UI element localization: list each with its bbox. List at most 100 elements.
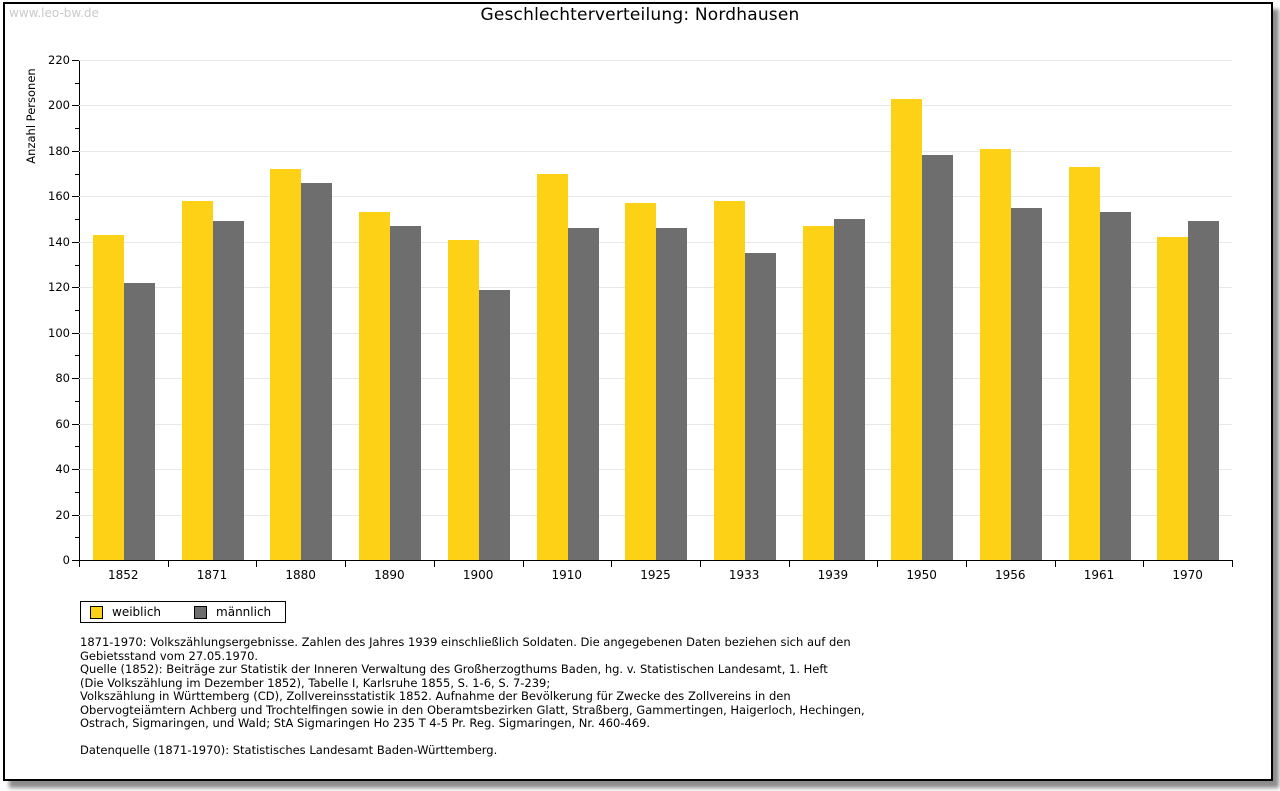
footer-line: Gebietsstand vom 27.05.1970. xyxy=(80,648,259,663)
y-minor-tick xyxy=(75,128,79,130)
x-tick-label: 1880 xyxy=(285,568,316,582)
bar-männlich-1933 xyxy=(744,253,776,560)
y-minor-tick xyxy=(75,400,79,402)
y-tick-label: 220 xyxy=(48,53,70,67)
x-tick xyxy=(699,561,701,567)
x-tick xyxy=(345,561,347,567)
bar-männlich-1890 xyxy=(390,225,422,560)
x-tick-label: 1871 xyxy=(196,568,228,582)
y-minor-tick xyxy=(75,491,79,493)
legend-label: weiblich xyxy=(112,605,162,619)
bar-weiblich-1956 xyxy=(979,148,1011,561)
y-major-tick xyxy=(72,150,79,152)
bar-weiblich-1890 xyxy=(359,212,391,560)
y-tick-label: 140 xyxy=(48,234,70,249)
x-tick xyxy=(877,561,879,567)
footer: 1871-1970: Volkszählungsergebnisse. Zahl… xyxy=(80,635,980,757)
y-gridline xyxy=(79,60,1232,61)
y-tick-label: 100 xyxy=(48,325,70,340)
bar-weiblich-1910 xyxy=(536,173,568,561)
x-tick-label: 1900 xyxy=(462,568,494,582)
bar-männlich-1970 xyxy=(1188,221,1220,560)
bar-männlich-1871 xyxy=(212,221,244,560)
y-major-tick xyxy=(72,60,79,61)
y-minor-tick xyxy=(75,446,79,448)
chart-title: Geschlechterverteilung: Nordhausen xyxy=(480,5,800,25)
y-tick-label: 20 xyxy=(55,507,70,522)
legend-item-weiblich: weiblich xyxy=(90,605,161,619)
y-major-tick xyxy=(72,514,79,516)
x-tick xyxy=(522,561,524,567)
y-major-tick xyxy=(72,287,79,289)
y-tick-label: 0 xyxy=(62,553,70,567)
bar-männlich-1852 xyxy=(124,282,155,561)
y-tick-label: 40 xyxy=(55,462,70,477)
y-tick-label: 200 xyxy=(48,98,70,113)
x-tick xyxy=(1143,561,1145,567)
y-major-tick xyxy=(72,469,79,471)
y-major-tick xyxy=(72,332,79,334)
bar-weiblich-1961 xyxy=(1068,166,1100,560)
bar-männlich-1950 xyxy=(922,155,954,560)
x-tick-label: 1970 xyxy=(1172,568,1203,582)
x-tick-label: 1910 xyxy=(551,568,583,582)
legend-swatch-weiblich xyxy=(90,605,103,619)
footer-line: (Die Volkszählung im Dezember 1852), Tab… xyxy=(80,675,551,690)
bar-männlich-1880 xyxy=(301,182,333,561)
legend-swatch-männlich xyxy=(194,605,208,619)
bar-weiblich-1970 xyxy=(1157,237,1189,560)
footer-line: Obervogteiämtern Achberg und Trochtelfin… xyxy=(80,702,865,717)
y-major-tick xyxy=(72,378,79,380)
y-gridline xyxy=(79,150,1232,152)
x-tick-label: 1961 xyxy=(1083,568,1115,582)
x-tick-label: 1852 xyxy=(108,568,139,582)
x-tick xyxy=(788,561,790,567)
y-minor-tick xyxy=(75,310,79,311)
footer-line: Ostrach, Sigmaringen, und Wald; StA Sigm… xyxy=(80,716,651,730)
legend: weiblich männlich xyxy=(80,601,287,623)
y-minor-tick xyxy=(75,219,79,221)
y-gridline xyxy=(79,105,1232,107)
y-tick-label: 60 xyxy=(55,416,70,431)
footer-notes: 1871-1970: Volkszählungsergebnisse. Zahl… xyxy=(80,635,980,731)
bar-männlich-1910 xyxy=(567,228,599,560)
x-tick-label: 1939 xyxy=(817,568,849,582)
y-major-tick xyxy=(72,423,79,425)
bar-weiblich-1880 xyxy=(270,169,302,560)
legend-label: männlich xyxy=(216,605,272,619)
x-tick-label: 1890 xyxy=(374,568,405,582)
y-minor-tick xyxy=(75,173,79,175)
x-tick xyxy=(433,561,435,567)
watermark: www.leo-bw.de xyxy=(9,6,99,20)
x-tick xyxy=(1054,561,1056,567)
y-tick-label: 160 xyxy=(48,189,70,204)
footer-line: Quelle (1852): Beiträge zur Statistik de… xyxy=(80,662,828,676)
bar-weiblich-1933 xyxy=(713,200,745,560)
y-tick-label: 80 xyxy=(55,371,70,386)
bar-weiblich-1925 xyxy=(625,203,657,560)
x-tick xyxy=(167,561,169,567)
legend-item-männlich: männlich xyxy=(194,605,271,619)
y-major-tick xyxy=(72,560,79,561)
datasource-line: Datenquelle (1871-1970): Statistisches L… xyxy=(80,742,498,757)
plot-area xyxy=(79,60,1233,561)
footer-line: Volkszählung in Württemberg (CD), Zollve… xyxy=(80,689,791,703)
x-tick-label: 1950 xyxy=(906,568,937,582)
bar-männlich-1925 xyxy=(656,228,688,560)
y-minor-tick xyxy=(75,537,79,539)
x-tick-label: 1933 xyxy=(728,568,760,582)
y-tick-label: 120 xyxy=(48,280,70,295)
y-major-tick xyxy=(72,196,79,198)
y-minor-tick xyxy=(75,355,79,357)
bar-weiblich-1950 xyxy=(891,98,923,561)
x-tick-label: 1956 xyxy=(995,568,1026,582)
bar-weiblich-1871 xyxy=(181,200,213,560)
bar-weiblich-1900 xyxy=(447,239,479,561)
y-minor-tick xyxy=(75,82,79,84)
bar-männlich-1961 xyxy=(1099,212,1131,560)
x-tick xyxy=(256,561,258,567)
footer-line: 1871-1970: Volkszählungsergebnisse. Zahl… xyxy=(80,635,851,649)
bar-männlich-1956 xyxy=(1010,207,1042,561)
x-tick xyxy=(611,561,613,567)
